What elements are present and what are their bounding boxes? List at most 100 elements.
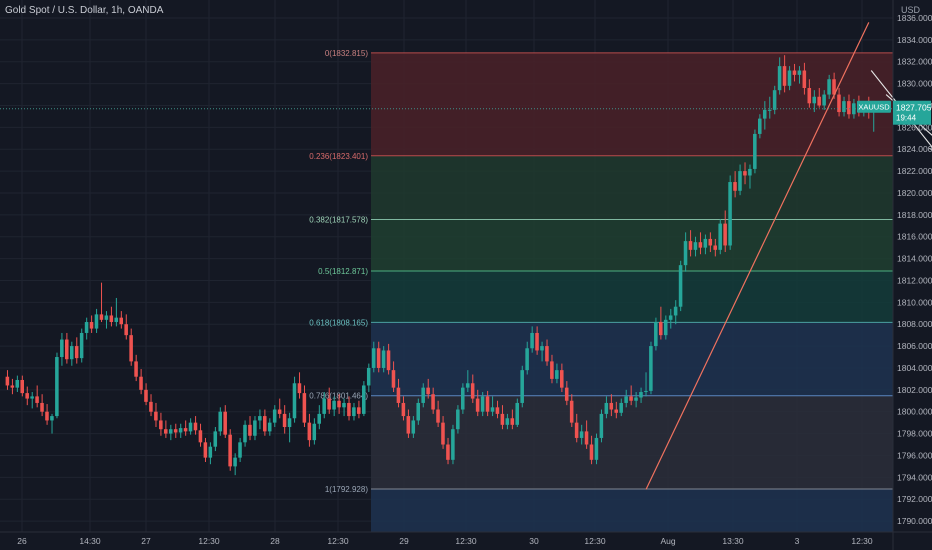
candle	[327, 387, 331, 414]
candle-body	[639, 392, 643, 398]
candle	[129, 328, 133, 366]
candle-body	[282, 413, 287, 428]
candle-body	[574, 422, 579, 438]
x-tick-label: 29	[399, 536, 409, 546]
candle-body	[89, 322, 94, 329]
candle-body	[852, 103, 856, 115]
candle-body	[431, 394, 435, 410]
candle-body	[777, 66, 782, 91]
candle	[144, 383, 148, 406]
fib-zone	[371, 489, 893, 532]
candle-body	[104, 315, 109, 320]
fibonacci-retracement[interactable]: 0(1832.815) 0.236(1823.401) 0.382(1817.578…	[309, 49, 893, 532]
candle	[238, 437, 242, 463]
candle	[649, 341, 653, 395]
candle-body	[604, 402, 609, 414]
trendline[interactable]	[645, 22, 870, 490]
y-tick-label: 1802.000	[897, 385, 932, 395]
candle	[639, 387, 643, 403]
y-tick-label: 1814.000	[897, 254, 932, 264]
candle-body	[352, 407, 356, 417]
candle-body	[69, 346, 74, 360]
price-tag-value: 1827.705	[896, 103, 932, 113]
candle	[668, 308, 673, 329]
candle	[5, 370, 10, 390]
candle	[525, 341, 529, 375]
candle-body	[248, 424, 252, 436]
candle-body	[827, 79, 831, 95]
candle-body	[376, 348, 381, 368]
candle	[69, 341, 74, 366]
candle-body	[480, 396, 485, 412]
candle	[94, 308, 99, 333]
candle	[659, 306, 663, 340]
candle-body	[327, 398, 331, 410]
candle-body	[490, 407, 495, 412]
candle-body	[317, 413, 321, 424]
candle	[258, 409, 262, 430]
x-tick-label: 26	[17, 536, 27, 546]
candle	[609, 394, 614, 417]
y-tick-label: 1818.000	[897, 210, 932, 220]
y-axis[interactable]: 1790.000 1792.000 1794.000 1796.000 1798.000…	[892, 0, 932, 550]
candle-body	[535, 332, 539, 351]
candle	[104, 311, 109, 329]
candle	[65, 332, 69, 364]
candle	[535, 326, 539, 355]
y-tick-label: 1834.000	[897, 35, 932, 45]
candle-body	[243, 424, 247, 443]
candle-body	[515, 402, 519, 425]
candle	[282, 405, 287, 434]
candle	[213, 427, 218, 452]
candle-body	[594, 437, 599, 460]
candle-body	[178, 428, 183, 433]
candle	[416, 398, 420, 425]
candle	[277, 398, 282, 419]
candle-body	[441, 422, 445, 445]
candle	[20, 375, 24, 397]
candle	[25, 386, 29, 406]
candle-body	[208, 446, 213, 458]
candle	[406, 409, 411, 438]
candle-body	[164, 429, 168, 434]
candle-body	[332, 400, 336, 410]
candle	[436, 400, 440, 428]
candle-body	[79, 332, 84, 359]
x-axis[interactable]: 26 14:30 27 12:30 28 12:30 29 12:30 30 12:30 Aug 13…	[0, 531, 932, 546]
candle-body	[649, 346, 653, 391]
candle-body	[634, 397, 638, 401]
candle	[708, 232, 713, 253]
candle-body	[154, 411, 158, 421]
candle	[767, 96, 772, 119]
candle-body	[500, 413, 505, 425]
candle	[584, 420, 589, 449]
candle	[723, 210, 727, 253]
fib-zone	[371, 270, 893, 323]
candle-body	[807, 87, 812, 104]
y-tick-label: 1794.000	[897, 472, 932, 482]
y-tick-label: 1820.000	[897, 188, 932, 198]
candle	[614, 401, 618, 419]
candle	[55, 352, 59, 419]
candle	[837, 87, 841, 117]
candle-body	[753, 133, 757, 169]
candle	[555, 363, 559, 384]
candle	[35, 385, 39, 408]
candle-body	[589, 444, 594, 460]
candle-body	[540, 346, 544, 351]
fib-zone	[371, 155, 893, 220]
candle-body	[599, 413, 604, 438]
candle-body	[772, 90, 777, 110]
candle	[391, 361, 396, 393]
fib-level-label: 0.5(1812.871)	[318, 267, 368, 276]
candle-body	[743, 171, 747, 176]
candle	[60, 332, 64, 366]
candle-body	[223, 411, 227, 435]
candle	[758, 114, 762, 139]
candle	[842, 96, 846, 117]
candlestick-series	[5, 55, 876, 476]
candle-body	[733, 182, 737, 191]
price-unit: USD	[900, 5, 920, 15]
candle-body	[50, 416, 54, 421]
